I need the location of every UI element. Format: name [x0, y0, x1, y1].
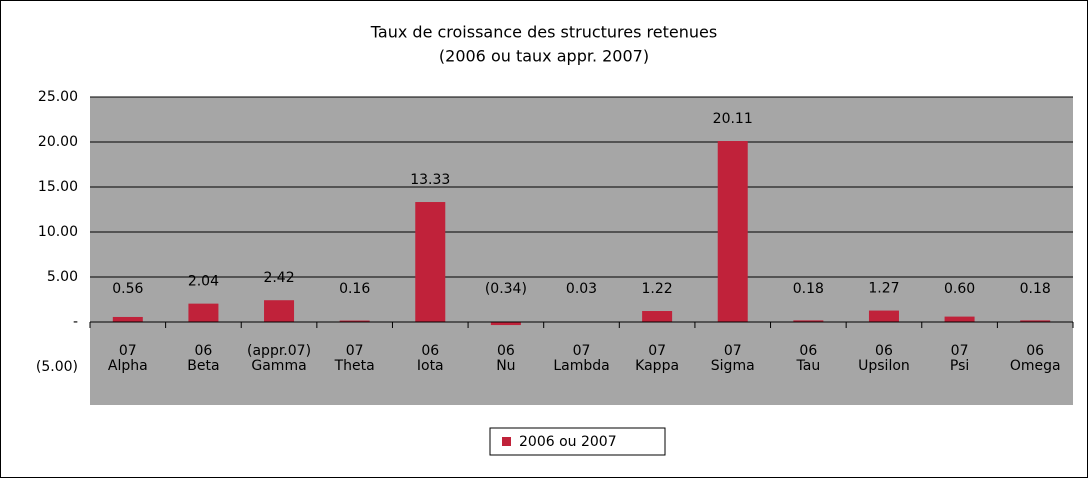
x-tick-label: Alpha: [108, 358, 148, 374]
chart-subtitle: (2006 ou taux appr. 2007): [439, 47, 649, 66]
data-label: 0.60: [944, 281, 975, 297]
x-tick-label: 07: [119, 343, 137, 359]
plot-area: [90, 97, 1073, 405]
bar: [868, 310, 899, 322]
x-tick-label: Psi: [950, 358, 969, 374]
data-label: 13.33: [410, 172, 450, 188]
x-tick-label: 07: [951, 343, 969, 359]
x-tick-label: Theta: [334, 358, 375, 374]
x-tick-label: 07: [573, 343, 591, 359]
x-tick-label: Lambda: [553, 358, 609, 374]
bar: [264, 300, 295, 322]
bar: [944, 316, 975, 322]
bar: [793, 320, 824, 322]
data-label: 0.03: [566, 281, 597, 297]
data-label: 0.16: [339, 281, 370, 297]
y-tick-label: (5.00): [36, 359, 78, 375]
bar: [717, 141, 748, 322]
data-label: 2.42: [263, 270, 294, 286]
x-tick-label: 06: [799, 343, 817, 359]
y-tick-label: 5.00: [47, 269, 78, 285]
x-tick-label: 07: [648, 343, 666, 359]
y-tick-label: 25.00: [38, 89, 78, 105]
data-label: (0.34): [485, 281, 527, 297]
x-tick-label: Tau: [796, 358, 821, 374]
x-tick-label: Kappa: [635, 358, 679, 374]
legend-label: 2006 ou 2007: [519, 434, 617, 450]
x-tick-label: (appr.07): [247, 343, 311, 359]
data-label: 1.27: [868, 281, 899, 297]
x-tick-label: 06: [195, 343, 213, 359]
y-tick-label: 10.00: [38, 224, 78, 240]
y-tick-label: 20.00: [38, 134, 78, 150]
x-tick-label: 06: [1026, 343, 1044, 359]
x-tick-label: Gamma: [251, 358, 306, 374]
x-tick-label: Beta: [187, 358, 219, 374]
y-tick-label: -: [73, 314, 78, 330]
bar: [490, 322, 521, 326]
x-tick-label: 07: [346, 343, 364, 359]
data-label: 0.18: [793, 281, 824, 297]
bar: [415, 202, 446, 322]
bar: [642, 311, 673, 322]
x-tick-label: Iota: [417, 358, 444, 374]
data-label: 0.18: [1020, 281, 1051, 297]
data-label: 2.04: [188, 274, 219, 290]
x-tick-label: Upsilon: [858, 358, 910, 374]
legend-swatch: [502, 437, 511, 446]
bar: [1020, 320, 1051, 322]
data-label: 0.56: [112, 281, 143, 297]
x-tick-label: Sigma: [711, 358, 755, 374]
chart-title: Taux de croissance des structures retenu…: [370, 23, 717, 42]
y-tick-label: 15.00: [38, 179, 78, 195]
bar: [339, 320, 370, 322]
x-tick-label: Nu: [496, 358, 515, 374]
x-tick-label: 06: [497, 343, 515, 359]
data-label: 1.22: [642, 281, 673, 297]
x-tick-label: 07: [724, 343, 742, 359]
bar: [188, 303, 219, 322]
legend-box: [489, 427, 666, 456]
bar: [112, 316, 143, 322]
data-label: 20.11: [713, 111, 753, 127]
x-tick-label: 06: [421, 343, 439, 359]
x-tick-label: Omega: [1010, 358, 1061, 374]
x-tick-label: 06: [875, 343, 893, 359]
